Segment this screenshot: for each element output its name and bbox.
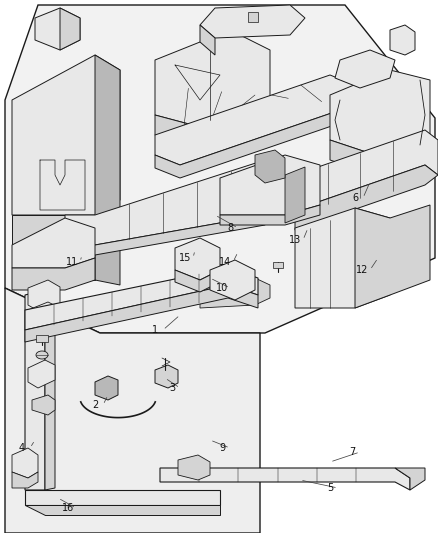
Polygon shape <box>5 288 260 533</box>
Polygon shape <box>220 155 320 215</box>
Text: 10: 10 <box>216 283 228 293</box>
Polygon shape <box>25 268 258 330</box>
Polygon shape <box>65 215 265 255</box>
Polygon shape <box>35 8 80 50</box>
Text: 7: 7 <box>349 447 355 457</box>
Polygon shape <box>295 130 438 210</box>
Polygon shape <box>95 376 118 400</box>
Polygon shape <box>28 280 60 312</box>
Polygon shape <box>295 208 390 308</box>
Polygon shape <box>45 286 55 490</box>
Text: 15: 15 <box>179 253 191 263</box>
Polygon shape <box>25 285 258 342</box>
Polygon shape <box>175 238 220 280</box>
Polygon shape <box>155 105 355 178</box>
Text: 1: 1 <box>152 325 158 335</box>
Polygon shape <box>60 8 80 50</box>
Text: 12: 12 <box>356 265 368 275</box>
Polygon shape <box>330 70 430 160</box>
Polygon shape <box>255 150 285 183</box>
Polygon shape <box>28 360 55 388</box>
Text: 3: 3 <box>169 383 175 393</box>
Polygon shape <box>285 167 305 223</box>
Text: 14: 14 <box>219 257 231 267</box>
Polygon shape <box>200 25 215 55</box>
Text: 9: 9 <box>219 443 225 453</box>
Polygon shape <box>12 215 95 280</box>
Polygon shape <box>330 140 430 180</box>
Text: 5: 5 <box>327 483 333 493</box>
Polygon shape <box>210 260 255 300</box>
Polygon shape <box>175 270 220 292</box>
Polygon shape <box>248 12 258 22</box>
Polygon shape <box>265 160 310 215</box>
Polygon shape <box>200 278 270 308</box>
Text: 6: 6 <box>352 193 358 203</box>
Text: 11: 11 <box>66 257 78 267</box>
Polygon shape <box>335 50 395 88</box>
Polygon shape <box>36 335 48 342</box>
Polygon shape <box>155 30 270 135</box>
Polygon shape <box>12 258 95 290</box>
Polygon shape <box>12 55 120 215</box>
Polygon shape <box>65 160 310 245</box>
Polygon shape <box>25 290 45 490</box>
Polygon shape <box>95 55 120 285</box>
Polygon shape <box>220 205 320 225</box>
Ellipse shape <box>36 351 48 359</box>
Polygon shape <box>355 205 430 308</box>
Polygon shape <box>25 505 220 515</box>
Polygon shape <box>12 218 95 268</box>
Polygon shape <box>295 165 438 230</box>
Polygon shape <box>395 468 425 490</box>
Polygon shape <box>12 448 38 478</box>
Polygon shape <box>273 262 283 268</box>
Polygon shape <box>155 115 270 155</box>
Text: 2: 2 <box>92 400 98 410</box>
Polygon shape <box>12 472 38 488</box>
Polygon shape <box>160 468 410 490</box>
Polygon shape <box>200 5 305 38</box>
Polygon shape <box>178 455 210 480</box>
Polygon shape <box>32 395 55 415</box>
Polygon shape <box>5 5 435 333</box>
Polygon shape <box>155 75 355 165</box>
Polygon shape <box>155 365 178 388</box>
Polygon shape <box>390 25 415 55</box>
Polygon shape <box>25 490 220 505</box>
Polygon shape <box>28 302 60 332</box>
Text: 8: 8 <box>227 223 233 233</box>
Text: 16: 16 <box>62 503 74 513</box>
Text: 4: 4 <box>19 443 25 453</box>
Text: 13: 13 <box>289 235 301 245</box>
